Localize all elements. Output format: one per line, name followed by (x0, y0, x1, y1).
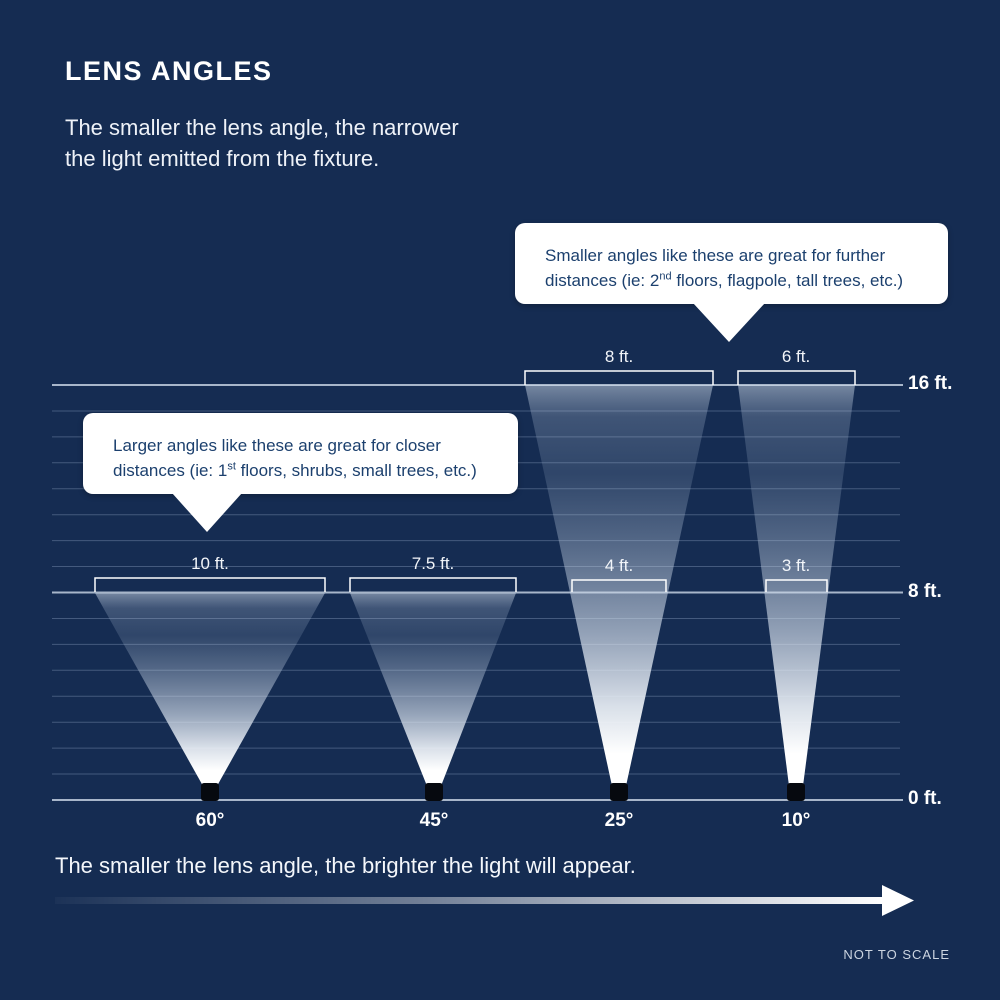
callout-larger-text: Larger angles like these are great for c… (83, 413, 518, 503)
angle-label-25: 25° (604, 810, 634, 831)
width-label-3ft: 3 ft. (781, 556, 811, 575)
angle-label-60: 60° (195, 810, 225, 831)
axis-label-16ft: 16 ft. (908, 373, 953, 394)
fixture-10deg (787, 783, 805, 801)
fixtures (201, 783, 805, 801)
bracket-6ft (737, 370, 856, 385)
callout-smaller-angles: Smaller angles like these are great for … (515, 223, 948, 342)
subtitle-line-1: The smaller the lens angle, the narrower (65, 115, 459, 140)
callout-larger-ordinal: st (227, 460, 236, 473)
bracket-10ft (94, 577, 326, 592)
fixture-45deg (425, 783, 443, 801)
arrow-shaft (55, 897, 882, 904)
callout-larger-tail (172, 493, 242, 532)
callout-larger-line-2-post: floors, shrubs, small trees, etc.) (235, 461, 477, 480)
callout-larger-line-1: Larger angles like these are great for c… (113, 436, 441, 455)
callout-smaller-tail (693, 303, 765, 342)
bracket-7-5ft (349, 577, 517, 592)
beam-10deg (738, 385, 855, 786)
light-beams (95, 385, 855, 786)
callout-smaller-line-1: Smaller angles like these are great for … (545, 246, 886, 265)
callout-larger-line-2-pre: distances (ie: 1 (113, 461, 228, 480)
beam-45deg (350, 593, 516, 786)
bracket-8ft (524, 370, 714, 385)
angle-label-10: 10° (781, 810, 811, 831)
page-title: LENS ANGLES (65, 56, 273, 86)
callout-smaller-ordinal: nd (659, 270, 672, 283)
callout-smaller-line-2-pre: distances (ie: 2 (545, 271, 660, 290)
bracket-3ft (765, 579, 828, 592)
footer-caption: The smaller the lens angle, the brighter… (55, 853, 636, 878)
width-label-7-5ft: 7.5 ft. (411, 554, 455, 573)
beam-25deg (525, 385, 713, 786)
beam-60deg (95, 593, 325, 786)
callout-larger-angles: Larger angles like these are great for c… (83, 413, 518, 532)
fixture-60deg (201, 783, 219, 801)
callout-smaller-line-2-post: floors, flagpole, tall trees, etc.) (671, 271, 904, 290)
width-label-8ft: 8 ft. (604, 347, 634, 366)
scale-note: NOT TO SCALE (843, 947, 950, 962)
page-subtitle: The smaller the lens angle, the narrower… (65, 112, 459, 174)
fixture-25deg (610, 783, 628, 801)
subtitle-line-2: the light emitted from the fixture. (65, 146, 380, 171)
measurement-brackets (94, 370, 856, 592)
callout-smaller-text: Smaller angles like these are great for … (515, 223, 948, 313)
width-label-10ft: 10 ft. (191, 554, 229, 573)
arrow-head (882, 885, 914, 916)
width-label-6ft: 6 ft. (781, 347, 811, 366)
axis-label-0ft: 0 ft. (908, 788, 942, 809)
brightness-arrow (55, 885, 914, 916)
axis-label-8ft: 8 ft. (908, 581, 942, 602)
angle-label-45: 45° (419, 810, 449, 831)
width-label-4ft: 4 ft. (604, 556, 634, 575)
bracket-4ft (571, 579, 667, 592)
